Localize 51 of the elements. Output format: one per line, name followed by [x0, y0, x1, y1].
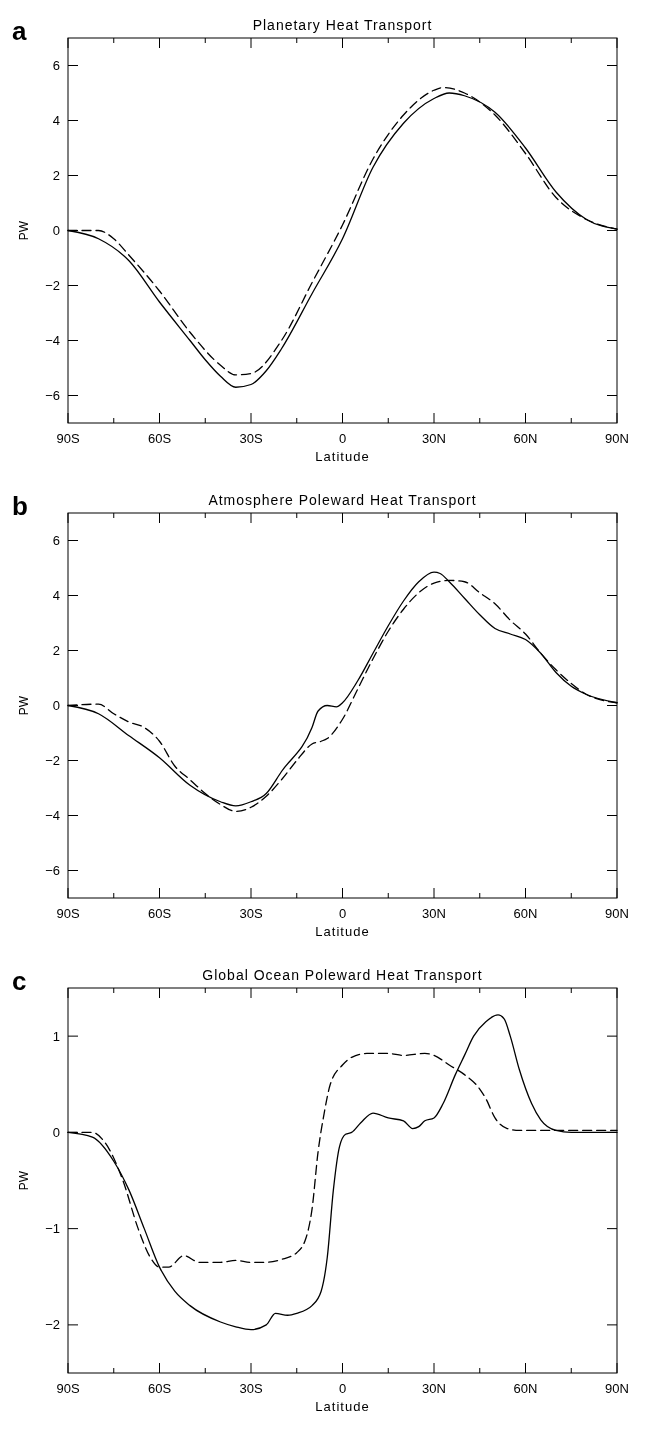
x-axis-title: Latitude — [315, 1399, 370, 1414]
x-tick-label: 30S — [239, 431, 263, 446]
x-tick-label: 90S — [56, 431, 80, 446]
x-tick-label: 60S — [147, 906, 172, 921]
text: c — [12, 966, 27, 996]
y-tick-label: 4 — [52, 588, 60, 604]
x-tick-label: 60S — [147, 1381, 172, 1396]
y-tick-label: −4 — [45, 808, 60, 824]
y-axis-title: PW — [17, 695, 31, 716]
x-tick-label: 60S — [147, 431, 172, 446]
y-tick-label: 4 — [52, 113, 60, 129]
chart-title: Global Ocean Poleward Heat Transport — [202, 967, 483, 983]
y-tick-label: 0 — [52, 1124, 60, 1140]
x-tick-label: 90S — [56, 1381, 80, 1396]
y-tick-label: −4 — [45, 333, 60, 349]
x-tick-label: 90N — [605, 1381, 629, 1396]
x-axis-title: Latitude — [315, 449, 370, 464]
x-tick-label: 90S — [56, 906, 80, 921]
y-axis-title: PW — [17, 1170, 31, 1191]
y-tick-label: −2 — [45, 1317, 60, 1333]
x-tick-label: 0 — [338, 906, 347, 921]
x-axis-title: Latitude — [315, 924, 370, 939]
x-tick-label: 30S — [239, 1381, 263, 1396]
x-tick-label: 60N — [513, 906, 538, 921]
y-tick-label: 2 — [52, 168, 60, 184]
text: b — [12, 491, 28, 521]
y-tick-label: −6 — [45, 863, 60, 879]
y-tick-label: 6 — [52, 58, 60, 74]
y-tick-label: −2 — [45, 278, 60, 294]
x-tick-label: 30S — [239, 906, 263, 921]
y-tick-label: 0 — [52, 698, 60, 714]
x-tick-label: 30N — [422, 431, 446, 446]
y-tick-label: −1 — [45, 1221, 60, 1237]
x-tick-label: 30N — [422, 906, 446, 921]
y-tick-label: −2 — [45, 753, 60, 769]
x-tick-label: 90N — [605, 906, 629, 921]
text: a — [12, 16, 27, 46]
chart-title: Planetary Heat Transport — [252, 17, 433, 33]
y-tick-label: 0 — [52, 223, 60, 239]
x-tick-label: 90N — [605, 431, 629, 446]
x-tick-label: 60N — [513, 1381, 538, 1396]
y-tick-label: 6 — [52, 533, 60, 549]
y-tick-label: −6 — [45, 388, 60, 404]
chart-title: Atmosphere Poleward Heat Transport — [208, 492, 477, 508]
x-tick-label: 0 — [338, 1381, 347, 1396]
y-tick-label: 1 — [52, 1028, 60, 1044]
y-axis-title: PW — [17, 220, 31, 241]
x-tick-label: 30N — [422, 1381, 446, 1396]
x-tick-label: 0 — [338, 431, 347, 446]
y-tick-label: 2 — [52, 643, 60, 659]
x-tick-label: 60N — [513, 431, 538, 446]
